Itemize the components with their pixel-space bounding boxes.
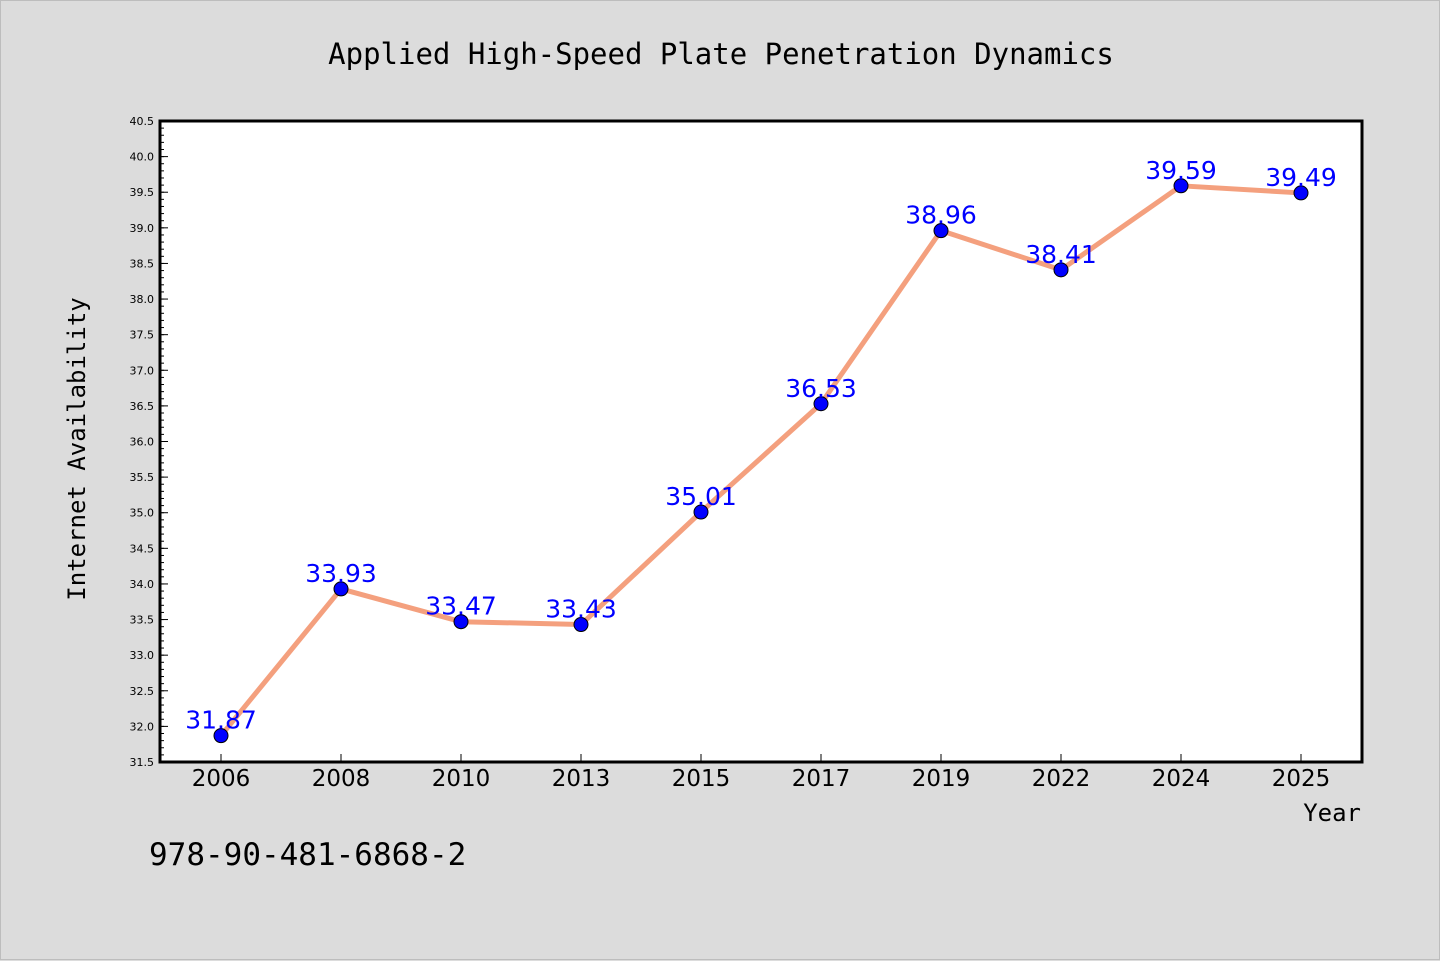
y-tick-label: 40.0 bbox=[130, 151, 155, 164]
data-label: 35.01 bbox=[665, 482, 737, 511]
x-tick-label: 2025 bbox=[1272, 766, 1331, 792]
x-tick-label: 2024 bbox=[1152, 766, 1211, 792]
data-point-marker bbox=[1173, 178, 1189, 194]
y-tick-label: 31.5 bbox=[130, 756, 155, 769]
x-tick-label: 2013 bbox=[552, 766, 611, 792]
x-tick-label: 2010 bbox=[432, 766, 491, 792]
y-tick-label: 34.5 bbox=[130, 542, 155, 555]
data-point-marker bbox=[333, 581, 349, 597]
y-tick-label: 33.0 bbox=[130, 649, 155, 662]
plot-area bbox=[158, 119, 1364, 764]
data-label: 36.53 bbox=[785, 374, 857, 403]
x-tick-label: 2006 bbox=[192, 766, 251, 792]
data-label: 31.87 bbox=[185, 706, 257, 735]
y-tick-label: 36.5 bbox=[130, 400, 155, 413]
data-point-marker bbox=[453, 614, 469, 630]
x-tick-label: 2022 bbox=[1032, 766, 1091, 792]
y-tick-label: 40.5 bbox=[130, 115, 155, 128]
y-tick-label: 32.0 bbox=[130, 720, 155, 733]
y-tick-label: 38.5 bbox=[130, 257, 155, 270]
y-tick-label: 37.0 bbox=[130, 364, 155, 377]
data-point-marker bbox=[1053, 262, 1069, 278]
footer-id: 978-90-481-6868-2 bbox=[149, 837, 466, 873]
y-tick-label: 34.0 bbox=[130, 578, 155, 591]
y-tick-label: 39.5 bbox=[130, 186, 155, 199]
y-tick-label: 37.5 bbox=[130, 329, 155, 342]
data-point-marker bbox=[933, 223, 949, 239]
data-label: 39.49 bbox=[1265, 163, 1337, 192]
y-tick-label: 38.0 bbox=[130, 293, 155, 306]
series-line bbox=[218, 183, 1304, 739]
y-tick-label: 35.5 bbox=[130, 471, 155, 484]
data-label: 39.59 bbox=[1145, 156, 1217, 185]
y-tick-label: 35.0 bbox=[130, 507, 155, 520]
data-label: 33.47 bbox=[425, 592, 497, 621]
y-axis-label: Internet Availability bbox=[63, 297, 91, 600]
data-point-marker bbox=[213, 728, 229, 744]
data-point-marker bbox=[573, 617, 589, 633]
y-tick-label: 36.0 bbox=[130, 436, 155, 449]
data-markers bbox=[213, 178, 1309, 744]
y-tick-label: 33.5 bbox=[130, 614, 155, 627]
y-tick-label: 39.0 bbox=[130, 222, 155, 235]
y-axis-ticks: 31.5 32.0 32.5 33.0 33.5 34.0 34.5 35.0 35.5 36.0… bbox=[130, 115, 168, 769]
data-label: 38.96 bbox=[905, 201, 977, 230]
x-axis-ticks: 2006 2008 2010 2013 2015 2017 2019 2022 2024 2025 bbox=[192, 754, 1331, 792]
data-label: 33.93 bbox=[305, 559, 377, 588]
y-tick-label: 32.5 bbox=[130, 685, 155, 698]
x-axis-label: Year bbox=[1303, 799, 1361, 827]
chart-title: Applied High-Speed Plate Penetration Dyn… bbox=[328, 37, 1114, 71]
x-tick-label: 2008 bbox=[312, 766, 371, 792]
x-tick-label: 2017 bbox=[792, 766, 851, 792]
data-point-marker bbox=[693, 504, 709, 520]
data-label: 33.43 bbox=[545, 595, 617, 624]
data-label: 38.41 bbox=[1025, 240, 1097, 269]
x-tick-label: 2015 bbox=[672, 766, 731, 792]
data-point-marker bbox=[813, 396, 829, 412]
data-point-marker bbox=[1293, 185, 1309, 201]
data-labels-group: 31.87 33.93 33.47 33.43 35.01 36.53 38.96 38.41… bbox=[185, 156, 1337, 735]
x-tick-label: 2019 bbox=[912, 766, 971, 792]
